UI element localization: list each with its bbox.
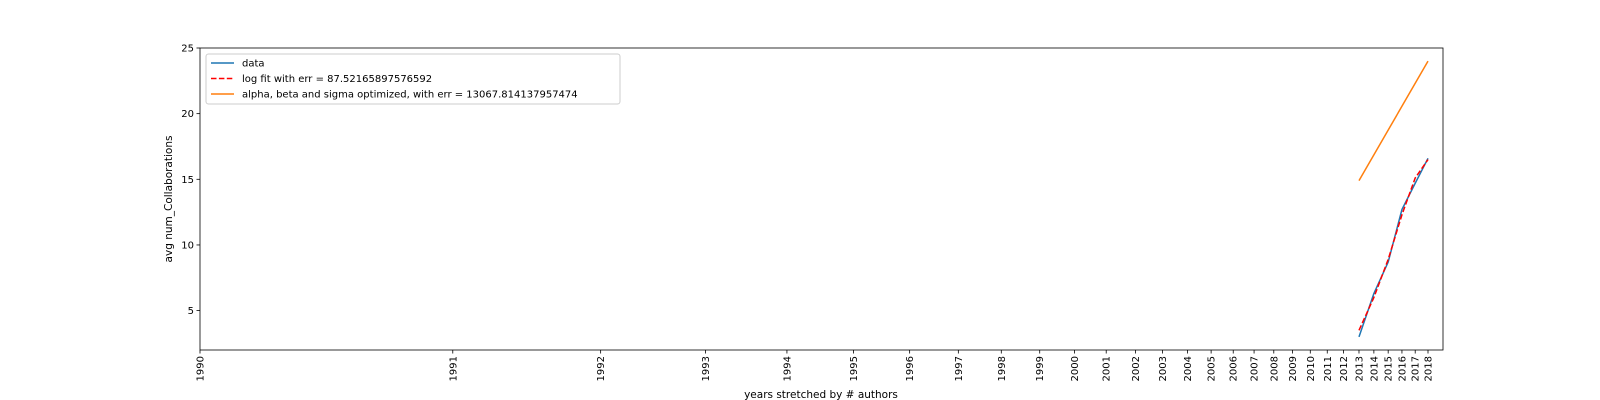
legend-label-2: log fit with err = 87.52165897576592 [242, 74, 432, 85]
x-tick-label: 1994 [782, 356, 793, 381]
legend-box [205, 53, 621, 105]
legend-label-3: alpha, beta and sigma optimized, with er… [242, 90, 578, 101]
plot-area [1358, 60, 1429, 338]
x-tick-label: 1992 [596, 356, 607, 381]
x-tick-label: 2005 [1207, 356, 1218, 381]
x-tick-label: 1997 [954, 356, 965, 381]
x-tick-label: 1993 [701, 356, 712, 381]
x-tick-label: 2012 [1339, 356, 1350, 381]
x-tick-label: 2000 [1070, 356, 1081, 381]
x-tick-label: 2017 [1411, 356, 1422, 381]
y-tick-label: 10 [181, 240, 194, 251]
legend-label-1: data [242, 59, 265, 70]
x-tick-label: 2016 [1397, 356, 1408, 381]
x-axis-label: years stretched by # authors [744, 389, 898, 400]
x-tick-label: 2004 [1183, 356, 1194, 381]
x-tick-label: 2001 [1102, 356, 1113, 381]
x-tick-label: 1999 [1035, 356, 1046, 381]
series-line-3 [1358, 60, 1429, 181]
y-tick-label: 5 [188, 306, 194, 317]
x-tick-label: 2006 [1229, 356, 1240, 381]
x-tick-label: 1995 [849, 356, 860, 381]
y-tick-label: 20 [181, 109, 194, 120]
x-tick-label: 2003 [1158, 356, 1169, 381]
x-tick-label: 2018 [1424, 356, 1435, 381]
x-tick-label: 1991 [448, 356, 459, 381]
axes: 5 10 15 20 25 1990 1991 1992 1993 1994 1995 1996 199… [181, 44, 1444, 381]
y-tick-label: 25 [181, 44, 194, 55]
series-line-2 [1358, 159, 1429, 331]
series-line-1 [1358, 157, 1429, 338]
legend: data log fit with err = 87.52165897576592… [205, 53, 621, 105]
x-tick-label: 2010 [1306, 356, 1317, 381]
x-tick-label: 2009 [1288, 356, 1299, 381]
x-tick-label: 2008 [1269, 356, 1280, 381]
x-tick-label: 1996 [905, 356, 916, 381]
x-tick-label: 1990 [196, 356, 207, 381]
y-tick-label: 15 [181, 175, 194, 186]
x-tick-label: 2015 [1384, 356, 1395, 381]
x-tick-label: 2013 [1354, 356, 1365, 381]
x-tick-label: 2007 [1250, 356, 1261, 381]
x-tick-label: 1998 [997, 356, 1008, 381]
plot-frame [199, 47, 1444, 351]
y-axis-label: avg num_Collaborations [163, 136, 175, 263]
x-tick-label: 2014 [1369, 356, 1380, 381]
x-tick-label: 2011 [1323, 356, 1334, 381]
x-tick-label: 2002 [1131, 356, 1142, 381]
